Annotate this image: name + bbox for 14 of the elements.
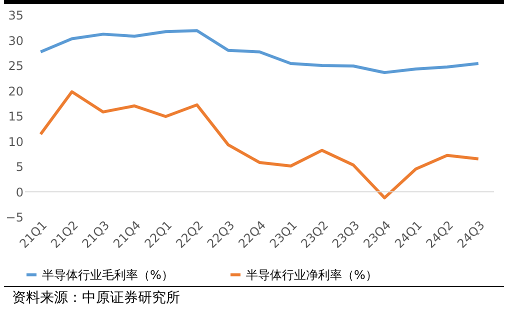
y-tick-label: 20 — [8, 84, 24, 98]
legend-label: 半导体行业净利率（%） — [246, 268, 378, 282]
line-series — [39, 29, 480, 74]
y-tick-label: 35 — [8, 8, 24, 22]
y-tick-label: 30 — [8, 34, 24, 48]
y-tick-label: 5 — [16, 160, 24, 174]
y-tick-label: 0 — [16, 185, 24, 200]
y-tick-label: 15 — [8, 110, 24, 124]
y-tick-label: 25 — [8, 59, 24, 73]
y-tick-label: −5 — [6, 210, 24, 224]
y-tick-label: 10 — [8, 134, 24, 149]
line-series — [39, 90, 480, 200]
text: 资料来源：中原证券研究所 — [4, 286, 504, 309]
legend-label: 半导体行业毛利率（%） — [42, 268, 174, 282]
